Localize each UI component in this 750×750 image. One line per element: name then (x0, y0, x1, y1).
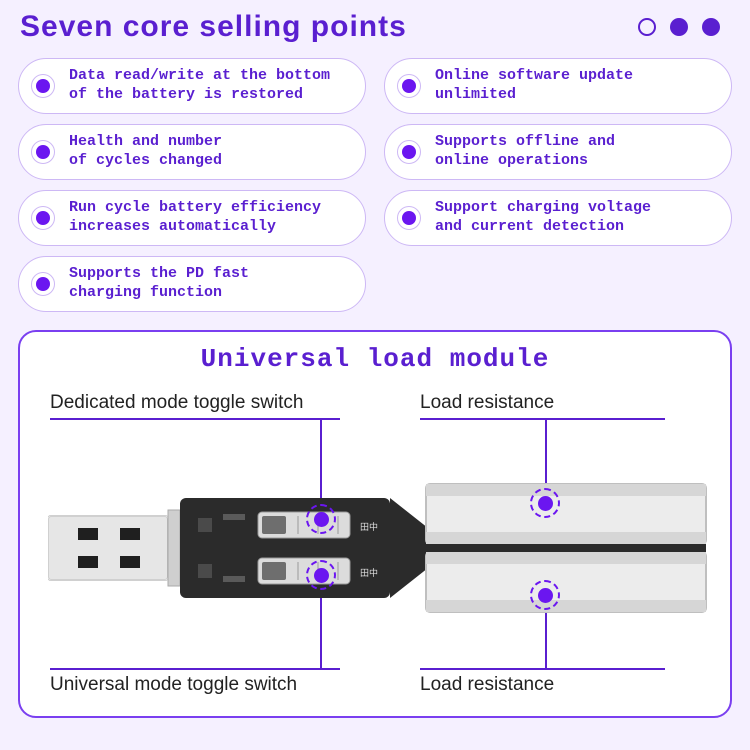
module-title: Universal load module (20, 344, 730, 374)
callout-label-universal: Universal mode toggle switch (50, 674, 297, 696)
callout-marker-icon (306, 504, 336, 534)
callout-label-load-top: Load resistance (420, 392, 554, 414)
dot-2 (670, 18, 688, 36)
svg-text:田中: 田中 (360, 567, 378, 579)
dot-3 (702, 18, 720, 36)
selling-point-3: Health and number of cycles changed (18, 124, 366, 180)
callout-underline (420, 668, 665, 670)
selling-point-text: Health and number of cycles changed (69, 133, 222, 171)
bullet-icon (397, 140, 421, 164)
selling-point-7: Supports the PD fast charging function (18, 256, 366, 312)
callout-label-dedicated: Dedicated mode toggle switch (50, 392, 303, 414)
callout-underline (420, 418, 665, 420)
callout-marker-icon (530, 488, 560, 518)
bullet-icon (397, 74, 421, 98)
callout-underline (50, 418, 340, 420)
pagination-dots (638, 18, 720, 36)
module-canvas: Dedicated mode toggle switch Load resist… (20, 384, 730, 704)
selling-point-text: Supports offline and online operations (435, 133, 615, 171)
selling-point-text: Online software update unlimited (435, 67, 633, 105)
callout-leader (545, 610, 547, 668)
dot-1 (638, 18, 656, 36)
module-panel: Universal load module Dedicated mode tog… (18, 330, 732, 718)
load-module-device: 田中 田中 (48, 478, 708, 618)
selling-point-5: Run cycle battery efficiency increases a… (18, 190, 366, 246)
page-root: Seven core selling points Data read/writ… (0, 0, 750, 750)
selling-point-2: Online software update unlimited (384, 58, 732, 114)
selling-point-6: Support charging voltage and current det… (384, 190, 732, 246)
header-row: Seven core selling points (0, 0, 750, 50)
bullet-icon (397, 206, 421, 230)
selling-point-text: Data read/write at the bottom of the bat… (69, 67, 330, 105)
selling-points-grid: Data read/write at the bottom of the bat… (0, 50, 750, 324)
selling-point-text: Supports the PD fast charging function (69, 265, 249, 303)
selling-point-text: Run cycle battery efficiency increases a… (69, 199, 321, 237)
callout-label-load-bottom: Load resistance (420, 674, 554, 696)
callout-marker-icon (530, 580, 560, 610)
selling-point-1: Data read/write at the bottom of the bat… (18, 58, 366, 114)
callout-marker-icon (306, 560, 336, 590)
svg-text:田中: 田中 (360, 521, 378, 533)
bullet-icon (31, 74, 55, 98)
selling-point-text: Support charging voltage and current det… (435, 199, 651, 237)
bullet-icon (31, 140, 55, 164)
callout-underline (50, 668, 340, 670)
bullet-icon (31, 272, 55, 296)
page-title: Seven core selling points (20, 10, 638, 44)
selling-point-4: Supports offline and online operations (384, 124, 732, 180)
bullet-icon (31, 206, 55, 230)
